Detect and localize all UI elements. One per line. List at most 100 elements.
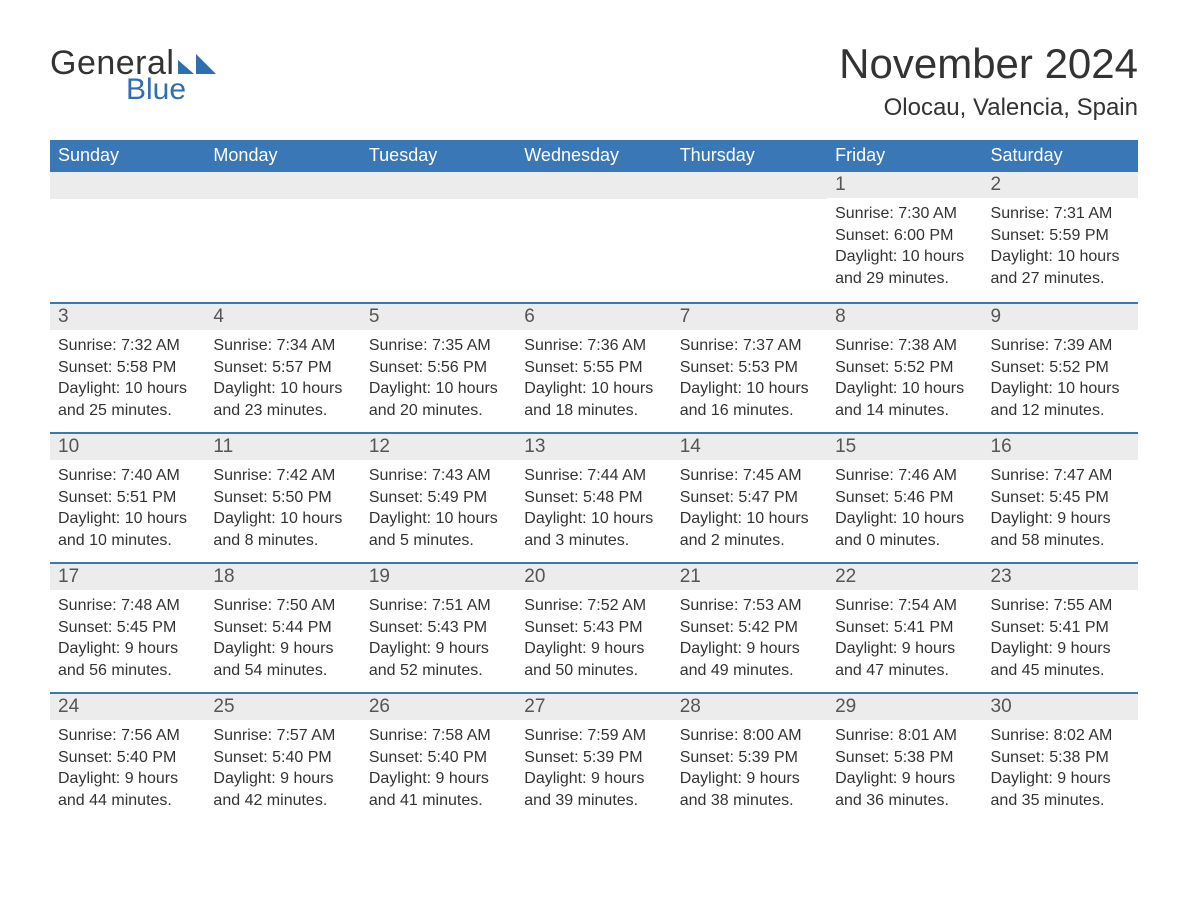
day-details: Sunrise: 7:32 AMSunset: 5:58 PMDaylight:… (50, 330, 205, 427)
sunrise-text: Sunrise: 7:58 AM (369, 725, 510, 747)
sunrise-text: Sunrise: 8:02 AM (991, 725, 1132, 747)
day-number: 29 (827, 694, 982, 720)
day-details: Sunrise: 7:43 AMSunset: 5:49 PMDaylight:… (361, 460, 516, 557)
day-cell: 7Sunrise: 7:37 AMSunset: 5:53 PMDaylight… (672, 304, 827, 432)
day-details: Sunrise: 8:01 AMSunset: 5:38 PMDaylight:… (827, 720, 982, 817)
sunset-text: Sunset: 5:48 PM (524, 487, 665, 509)
sunset-text: Sunset: 5:45 PM (58, 617, 199, 639)
day-number: 28 (672, 694, 827, 720)
daylight2-text: and 47 minutes. (835, 660, 976, 682)
daylight1-text: Daylight: 10 hours (991, 246, 1132, 268)
sunrise-text: Sunrise: 7:32 AM (58, 335, 199, 357)
day-details: Sunrise: 7:52 AMSunset: 5:43 PMDaylight:… (516, 590, 671, 687)
location-subtitle: Olocau, Valencia, Spain (839, 94, 1138, 122)
day-cell: 9Sunrise: 7:39 AMSunset: 5:52 PMDaylight… (983, 304, 1138, 432)
day-number: 17 (50, 564, 205, 590)
sunset-text: Sunset: 5:40 PM (369, 747, 510, 769)
day-cell: 26Sunrise: 7:58 AMSunset: 5:40 PMDayligh… (361, 694, 516, 822)
day-details: Sunrise: 7:34 AMSunset: 5:57 PMDaylight:… (205, 330, 360, 427)
day-cell: 23Sunrise: 7:55 AMSunset: 5:41 PMDayligh… (983, 564, 1138, 692)
daylight1-text: Daylight: 10 hours (369, 378, 510, 400)
day-details: Sunrise: 7:35 AMSunset: 5:56 PMDaylight:… (361, 330, 516, 427)
daylight1-text: Daylight: 10 hours (369, 508, 510, 530)
daylight2-text: and 2 minutes. (680, 530, 821, 552)
day-details: Sunrise: 8:02 AMSunset: 5:38 PMDaylight:… (983, 720, 1138, 817)
daylight2-text: and 10 minutes. (58, 530, 199, 552)
day-number: 6 (516, 304, 671, 330)
day-cell: 5Sunrise: 7:35 AMSunset: 5:56 PMDaylight… (361, 304, 516, 432)
daylight1-text: Daylight: 10 hours (835, 378, 976, 400)
day-number: 10 (50, 434, 205, 460)
day-details: Sunrise: 7:42 AMSunset: 5:50 PMDaylight:… (205, 460, 360, 557)
day-number: 27 (516, 694, 671, 720)
day-cell: 21Sunrise: 7:53 AMSunset: 5:42 PMDayligh… (672, 564, 827, 692)
daylight1-text: Daylight: 9 hours (680, 638, 821, 660)
daylight2-text: and 44 minutes. (58, 790, 199, 812)
daylight2-text: and 14 minutes. (835, 400, 976, 422)
daylight2-text: and 23 minutes. (213, 400, 354, 422)
day-number: 21 (672, 564, 827, 590)
empty-day (205, 172, 360, 199)
day-number: 8 (827, 304, 982, 330)
sunset-text: Sunset: 5:40 PM (58, 747, 199, 769)
daylight1-text: Daylight: 9 hours (369, 638, 510, 660)
day-cell: 6Sunrise: 7:36 AMSunset: 5:55 PMDaylight… (516, 304, 671, 432)
day-cell: 20Sunrise: 7:52 AMSunset: 5:43 PMDayligh… (516, 564, 671, 692)
daylight1-text: Daylight: 9 hours (58, 638, 199, 660)
daylight1-text: Daylight: 9 hours (835, 768, 976, 790)
day-details: Sunrise: 7:51 AMSunset: 5:43 PMDaylight:… (361, 590, 516, 687)
sunrise-text: Sunrise: 7:57 AM (213, 725, 354, 747)
day-cell: 18Sunrise: 7:50 AMSunset: 5:44 PMDayligh… (205, 564, 360, 692)
daylight1-text: Daylight: 9 hours (213, 768, 354, 790)
day-details: Sunrise: 7:30 AMSunset: 6:00 PMDaylight:… (827, 198, 982, 295)
day-cell: 3Sunrise: 7:32 AMSunset: 5:58 PMDaylight… (50, 304, 205, 432)
daylight1-text: Daylight: 10 hours (835, 246, 976, 268)
sunrise-text: Sunrise: 7:36 AM (524, 335, 665, 357)
sunrise-text: Sunrise: 7:42 AM (213, 465, 354, 487)
daylight2-text: and 25 minutes. (58, 400, 199, 422)
month-title: November 2024 (839, 40, 1138, 88)
day-cell: 15Sunrise: 7:46 AMSunset: 5:46 PMDayligh… (827, 434, 982, 562)
daylight1-text: Daylight: 9 hours (524, 768, 665, 790)
sunset-text: Sunset: 5:49 PM (369, 487, 510, 509)
week-row: 17Sunrise: 7:48 AMSunset: 5:45 PMDayligh… (50, 562, 1138, 692)
daylight1-text: Daylight: 10 hours (524, 378, 665, 400)
daylight1-text: Daylight: 9 hours (213, 638, 354, 660)
day-cell: 27Sunrise: 7:59 AMSunset: 5:39 PMDayligh… (516, 694, 671, 822)
sunset-text: Sunset: 5:43 PM (524, 617, 665, 639)
day-details: Sunrise: 7:53 AMSunset: 5:42 PMDaylight:… (672, 590, 827, 687)
daylight1-text: Daylight: 9 hours (991, 638, 1132, 660)
sunset-text: Sunset: 5:50 PM (213, 487, 354, 509)
sunset-text: Sunset: 5:38 PM (991, 747, 1132, 769)
sunset-text: Sunset: 5:38 PM (835, 747, 976, 769)
sunrise-text: Sunrise: 7:55 AM (991, 595, 1132, 617)
daylight2-text: and 52 minutes. (369, 660, 510, 682)
sunset-text: Sunset: 5:39 PM (524, 747, 665, 769)
daylight1-text: Daylight: 9 hours (991, 508, 1132, 530)
daylight2-text: and 42 minutes. (213, 790, 354, 812)
sunrise-text: Sunrise: 7:51 AM (369, 595, 510, 617)
sunset-text: Sunset: 6:00 PM (835, 225, 976, 247)
daylight2-text: and 36 minutes. (835, 790, 976, 812)
day-details: Sunrise: 7:48 AMSunset: 5:45 PMDaylight:… (50, 590, 205, 687)
daylight1-text: Daylight: 9 hours (369, 768, 510, 790)
brand-word2: Blue (126, 73, 186, 107)
day-number: 9 (983, 304, 1138, 330)
day-number: 23 (983, 564, 1138, 590)
daylight1-text: Daylight: 10 hours (213, 378, 354, 400)
page-header: General Blue November 2024 Olocau, Valen… (50, 40, 1138, 122)
sunrise-text: Sunrise: 7:30 AM (835, 203, 976, 225)
day-details: Sunrise: 7:50 AMSunset: 5:44 PMDaylight:… (205, 590, 360, 687)
daylight2-text: and 39 minutes. (524, 790, 665, 812)
sunset-text: Sunset: 5:53 PM (680, 357, 821, 379)
day-cell: 25Sunrise: 7:57 AMSunset: 5:40 PMDayligh… (205, 694, 360, 822)
day-cell: 17Sunrise: 7:48 AMSunset: 5:45 PMDayligh… (50, 564, 205, 692)
daylight1-text: Daylight: 9 hours (835, 638, 976, 660)
day-number: 24 (50, 694, 205, 720)
day-cell: 8Sunrise: 7:38 AMSunset: 5:52 PMDaylight… (827, 304, 982, 432)
day-details: Sunrise: 7:58 AMSunset: 5:40 PMDaylight:… (361, 720, 516, 817)
daylight1-text: Daylight: 9 hours (991, 768, 1132, 790)
week-row: 1Sunrise: 7:30 AMSunset: 6:00 PMDaylight… (50, 172, 1138, 302)
sunset-text: Sunset: 5:43 PM (369, 617, 510, 639)
daylight2-text: and 8 minutes. (213, 530, 354, 552)
